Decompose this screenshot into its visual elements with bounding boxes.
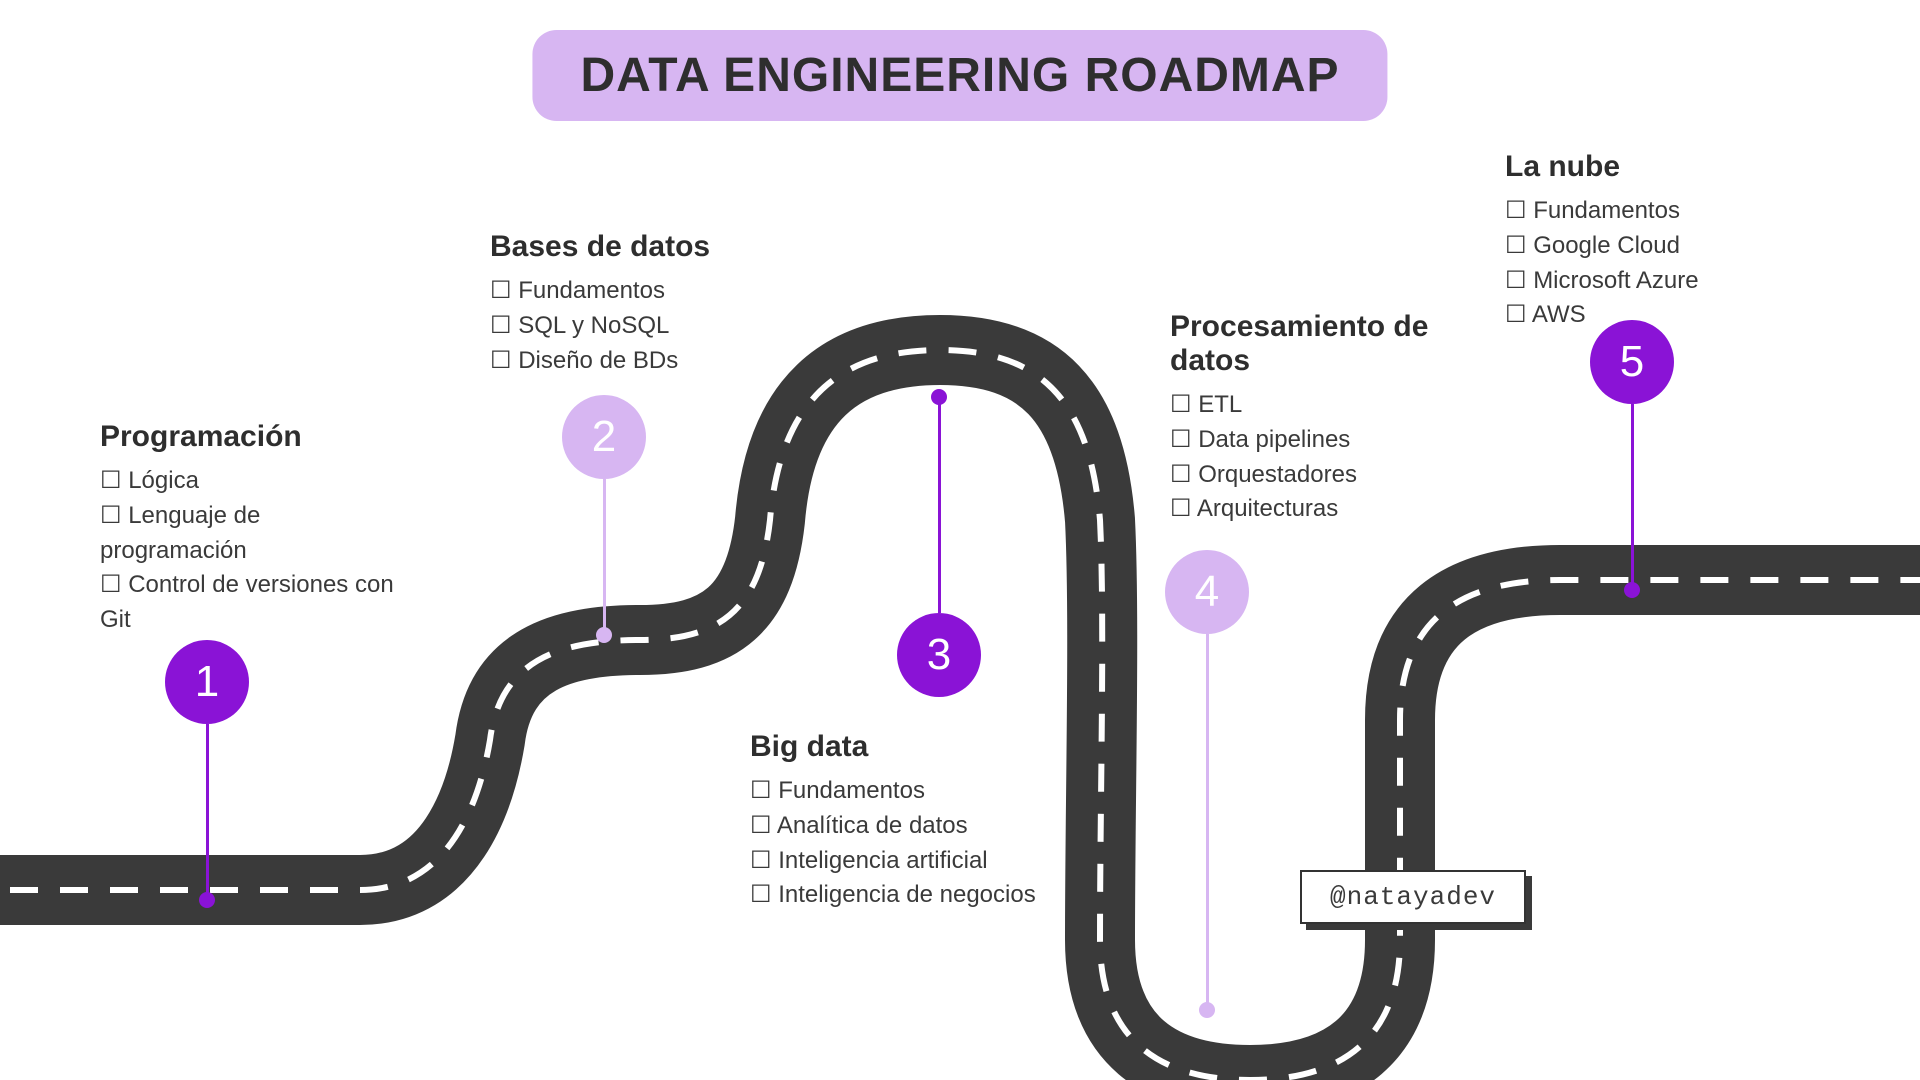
topic-item: ETL (1170, 388, 1470, 423)
topic-item: Lógica (100, 464, 400, 499)
roadmap-pin-2: 2 (562, 395, 646, 643)
topic-item: Fundamentos (750, 774, 1036, 809)
topic-block-5: La nube FundamentosGoogle CloudMicrosoft … (1505, 150, 1699, 333)
topic-item: Diseño de BDs (490, 344, 710, 379)
pin-stem (206, 724, 209, 894)
topic-items: FundamentosAnalítica de datosInteligenci… (750, 774, 1036, 913)
topic-title: Procesamiento de datos (1170, 310, 1470, 378)
pin-dot (1199, 1002, 1215, 1018)
roadmap-pin-1: 1 (165, 640, 249, 908)
pin-circle: 1 (165, 640, 249, 724)
pin-circle: 2 (562, 395, 646, 479)
topic-item: Lenguaje de programación (100, 499, 400, 569)
pin-stem (603, 479, 606, 629)
topic-item: Inteligencia de negocios (750, 878, 1036, 913)
topic-item: AWS (1505, 298, 1699, 333)
pin-stem (1631, 404, 1634, 584)
pin-circle: 5 (1590, 320, 1674, 404)
roadmap-pin-4: 4 (1165, 550, 1249, 1018)
topic-item: Microsoft Azure (1505, 264, 1699, 299)
topic-block-3: Big dataFundamentosAnalítica de datosInt… (750, 730, 1036, 913)
topic-block-4: Procesamiento de datos ETLData pipelinesO… (1170, 310, 1470, 527)
pin-dot (1624, 582, 1640, 598)
pin-stem (938, 403, 941, 613)
topic-items: FundamentosSQL y NoSQLDiseño de BDs (490, 274, 710, 378)
topic-title: Programación (100, 420, 400, 454)
topic-item: Fundamentos (490, 274, 710, 309)
topic-title: Big data (750, 730, 1036, 764)
topic-title: La nube (1505, 150, 1699, 184)
topic-item: Orquestadores (1170, 458, 1470, 493)
topic-items: LógicaLenguaje de programaciónControl de… (100, 464, 400, 638)
topic-item: Control de versiones con Git (100, 568, 400, 638)
pin-stem (1206, 634, 1209, 1004)
pin-number: 1 (195, 657, 219, 707)
pin-dot (596, 627, 612, 643)
topic-item: Analítica de datos (750, 809, 1036, 844)
topic-item: Inteligencia artificial (750, 844, 1036, 879)
topic-item: Google Cloud (1505, 229, 1699, 264)
pin-circle: 3 (897, 613, 981, 697)
topic-item: Arquitecturas (1170, 492, 1470, 527)
pin-number: 2 (592, 412, 616, 462)
topic-title: Bases de datos (490, 230, 710, 264)
topic-item: Data pipelines (1170, 423, 1470, 458)
pin-number: 5 (1620, 337, 1644, 387)
pin-circle: 4 (1165, 550, 1249, 634)
pin-number: 4 (1195, 567, 1219, 617)
attribution-badge: @natayadev (1300, 870, 1526, 924)
roadmap-pin-3: 3 (897, 389, 981, 697)
pin-dot (199, 892, 215, 908)
page-title: DATA ENGINEERING ROADMAP (532, 30, 1387, 121)
topic-block-1: Programación LógicaLenguaje de programaci… (100, 420, 400, 638)
pin-number: 3 (927, 630, 951, 680)
topic-items: ETLData pipelinesOrquestadoresArquitectu… (1170, 388, 1470, 527)
topic-items: FundamentosGoogle CloudMicrosoft AzureAW… (1505, 194, 1699, 333)
topic-item: Fundamentos (1505, 194, 1699, 229)
topic-item: SQL y NoSQL (490, 309, 710, 344)
roadmap-pin-5: 5 (1590, 320, 1674, 598)
topic-block-2: Bases de datos FundamentosSQL y NoSQLDise… (490, 230, 710, 378)
